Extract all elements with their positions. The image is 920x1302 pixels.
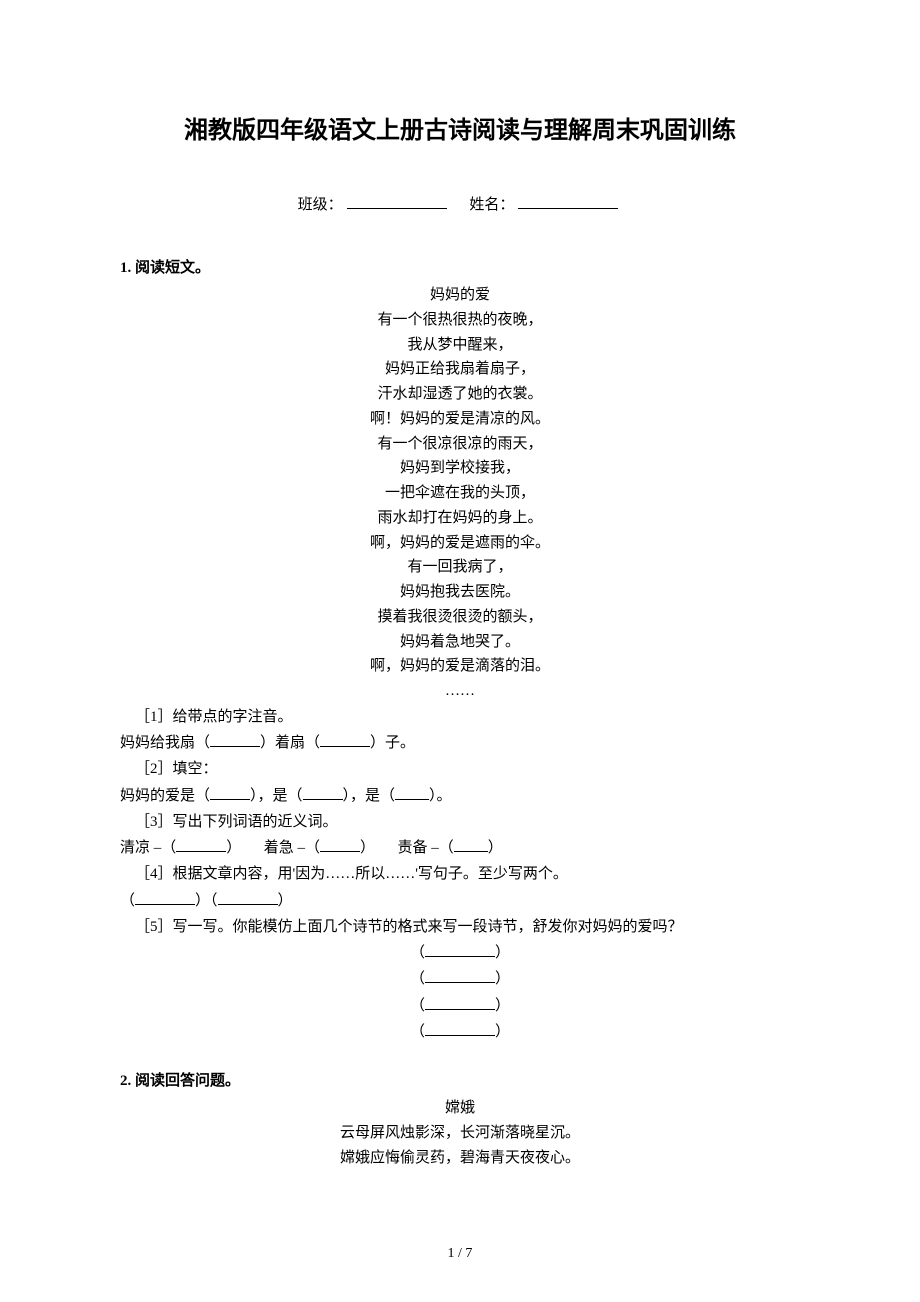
paren-l: （ bbox=[410, 1024, 425, 1040]
paren-l: （ bbox=[410, 945, 425, 961]
poem-2: 嫦娥 云母屏风烛影深，长河渐落晓星沉。 嫦娥应悔偷灵药，碧海青天夜夜心。 bbox=[120, 1096, 800, 1170]
q1-line: 妈妈给我扇（ ）着扇（ ）子。 bbox=[120, 730, 800, 756]
q4-c: ） bbox=[278, 893, 293, 909]
poem-line: 啊！妈妈的爱是清凉的风。 bbox=[120, 407, 800, 432]
poem-1: 妈妈的爱 有一个很热很热的夜晚， 我从梦中醒来， 妈妈正给我扇着扇子， 汗水却湿… bbox=[120, 283, 800, 704]
poem-line: 汗水却湿透了她的衣裳。 bbox=[120, 382, 800, 407]
name-label: 姓名： bbox=[469, 197, 514, 213]
q2-suf: ）。 bbox=[429, 788, 452, 804]
q2-blank-3[interactable] bbox=[395, 784, 429, 800]
q3-a4: ） bbox=[488, 840, 503, 856]
q3-blank-3[interactable] bbox=[454, 836, 488, 852]
name-blank[interactable] bbox=[518, 193, 618, 209]
poem-line: 有一个很热很热的夜晚， bbox=[120, 308, 800, 333]
paren-l: （ bbox=[410, 971, 425, 987]
q1-pre: 妈妈给我扇（ bbox=[120, 735, 210, 751]
poem-2-line: 嫦娥应悔偷灵药，碧海青天夜夜心。 bbox=[120, 1146, 800, 1171]
poem-line: 妈妈正给我扇着扇子， bbox=[120, 357, 800, 382]
q2-blank-2[interactable] bbox=[303, 784, 343, 800]
q3-a3: ） 责备 –（ bbox=[360, 840, 454, 856]
student-info-line: 班级： 姓名： bbox=[120, 193, 800, 214]
q4-a: （ bbox=[120, 893, 135, 909]
q3-label: ［3］写出下列词语的近义词。 bbox=[120, 809, 800, 835]
poem-2-line: 云母屏风烛影深，长河渐落晓星沉。 bbox=[120, 1121, 800, 1146]
q4-blank-1[interactable] bbox=[135, 889, 195, 905]
q4-line: （ ）（ ） bbox=[120, 888, 800, 914]
q1-blank-1[interactable] bbox=[210, 731, 260, 747]
section-2-head: 2. 阅读回答问题。 bbox=[120, 1069, 800, 1090]
q5-answer-block: （） （） （） （） bbox=[120, 940, 800, 1045]
poem-line: …… bbox=[120, 679, 800, 704]
q3-a2: ） 着急 –（ bbox=[226, 840, 320, 856]
class-blank[interactable] bbox=[347, 193, 447, 209]
poem-2-title: 嫦娥 bbox=[120, 1096, 800, 1121]
q3-line: 清凉 –（ ） 着急 –（ ） 责备 –（ ） bbox=[120, 835, 800, 861]
questions-1: ［1］给带点的字注音。 妈妈给我扇（ ）着扇（ ）子。 ［2］填空： 妈妈的爱是（ ）… bbox=[120, 704, 800, 940]
q1-suf: ）子。 bbox=[370, 735, 415, 751]
q1-mid: ）着扇（ bbox=[260, 735, 320, 751]
q4-b: ）（ bbox=[195, 893, 218, 909]
poem-1-title: 妈妈的爱 bbox=[120, 283, 800, 308]
q2-label: ［2］填空： bbox=[120, 756, 800, 782]
poem-line: 啊，妈妈的爱是遮雨的伞。 bbox=[120, 531, 800, 556]
poem-line: 妈妈到学校接我， bbox=[120, 456, 800, 481]
section-1-head: 1. 阅读短文。 bbox=[120, 256, 800, 277]
answer-line: （） bbox=[120, 993, 800, 1019]
q5-blank-3[interactable] bbox=[425, 994, 495, 1010]
q1-blank-2[interactable] bbox=[320, 731, 370, 747]
page: 湘教版四年级语文上册古诗阅读与理解周末巩固训练 班级： 姓名： 1. 阅读短文。… bbox=[0, 0, 920, 1302]
q2-m2: ），是（ bbox=[343, 788, 396, 804]
q2-m1: ），是（ bbox=[250, 788, 303, 804]
q2-line: 妈妈的爱是（ ），是（ ），是（ ）。 bbox=[120, 783, 800, 809]
paren-r: ） bbox=[495, 945, 510, 961]
paren-l: （ bbox=[410, 998, 425, 1014]
q3-blank-1[interactable] bbox=[176, 836, 226, 852]
page-number: 1 / 7 bbox=[0, 1246, 920, 1262]
poem-line: 妈妈抱我去医院。 bbox=[120, 580, 800, 605]
class-label: 班级： bbox=[298, 197, 343, 213]
paren-r: ） bbox=[495, 998, 510, 1014]
q2-blank-1[interactable] bbox=[210, 784, 250, 800]
q4-label: ［4］根据文章内容，用'因为……所以……'写句子。至少写两个。 bbox=[120, 861, 800, 887]
poem-line: 我从梦中醒来， bbox=[120, 333, 800, 358]
poem-line: 有一个很凉很凉的雨天， bbox=[120, 432, 800, 457]
poem-line: 雨水却打在妈妈的身上。 bbox=[120, 506, 800, 531]
poem-line: 啊，妈妈的爱是滴落的泪。 bbox=[120, 654, 800, 679]
answer-line: （） bbox=[120, 966, 800, 992]
q5-blank-4[interactable] bbox=[425, 1020, 495, 1036]
q2-pre: 妈妈的爱是（ bbox=[120, 788, 210, 804]
paren-r: ） bbox=[495, 971, 510, 987]
q5-blank-2[interactable] bbox=[425, 967, 495, 983]
poem-line: 有一回我病了， bbox=[120, 555, 800, 580]
q1-label: ［1］给带点的字注音。 bbox=[120, 704, 800, 730]
poem-line: 一把伞遮在我的头顶， bbox=[120, 481, 800, 506]
q4-blank-2[interactable] bbox=[218, 889, 278, 905]
paren-r: ） bbox=[495, 1024, 510, 1040]
doc-title: 湘教版四年级语文上册古诗阅读与理解周末巩固训练 bbox=[120, 110, 800, 145]
poem-line: 摸着我很烫很烫的额头， bbox=[120, 605, 800, 630]
answer-line: （） bbox=[120, 1019, 800, 1045]
q3-blank-2[interactable] bbox=[320, 836, 360, 852]
q5-label: ［5］写一写。你能模仿上面几个诗节的格式来写一段诗节，舒发你对妈妈的爱吗？ bbox=[120, 914, 800, 940]
answer-line: （） bbox=[120, 940, 800, 966]
poem-line: 妈妈着急地哭了。 bbox=[120, 630, 800, 655]
q3-a: 清凉 –（ bbox=[120, 840, 176, 856]
q5-blank-1[interactable] bbox=[425, 941, 495, 957]
